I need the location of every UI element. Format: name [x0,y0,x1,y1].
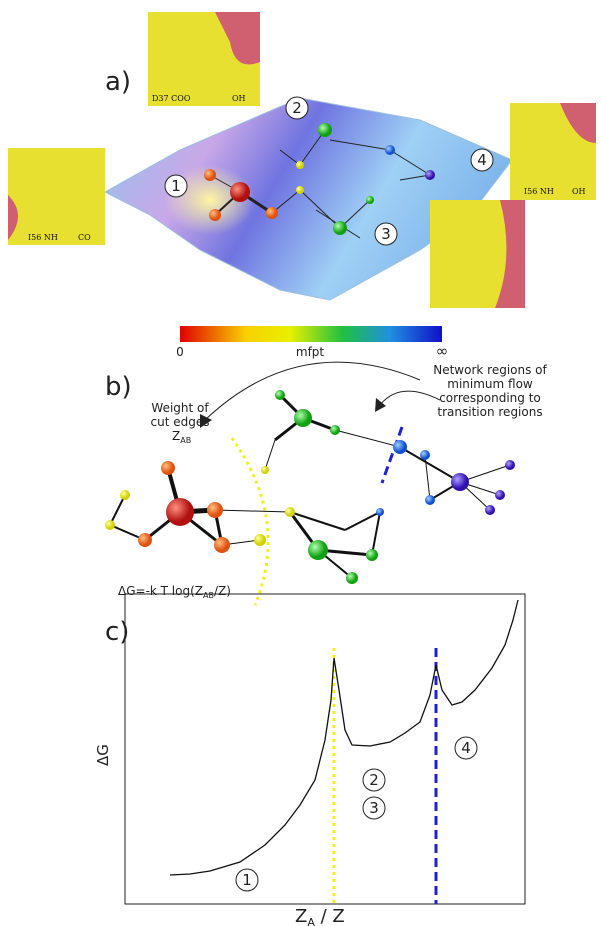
node [451,473,469,491]
annotation: Network regions of minimum flow correspo… [151,363,548,445]
colorbar-label: ∞ [436,342,449,360]
node [366,196,374,204]
node [230,182,250,202]
node [105,520,115,530]
node [214,537,230,553]
node [120,490,130,500]
state-label: 3 [362,796,386,820]
inset: I56 NH OH [510,103,596,200]
inset: I56 NH CO [8,148,105,245]
inset-label: OH [232,94,246,103]
arrow [379,390,441,406]
plot-frame [124,593,526,905]
inset [430,200,525,308]
cut-line [380,426,404,484]
colorbar-label: mfpt [296,345,325,359]
inset-label: CO [78,233,91,242]
node [275,390,285,400]
node [420,450,430,460]
node [296,186,304,194]
inset-label: I56 NH [28,233,58,242]
annotation-line: Weight of [151,401,209,415]
node [285,507,295,517]
state-label: 2 [285,96,309,120]
panel-label: b) [105,372,132,402]
colorbar [180,326,442,342]
y-axis-label: ΔG [94,744,112,766]
arrow [204,361,421,421]
surface-basin [165,165,255,235]
state-label: 3 [374,222,398,246]
annotation-line: corresponding to [439,391,541,405]
state-label: 4 [470,148,494,172]
node [138,533,152,547]
cut-line [230,437,270,606]
node [346,572,358,584]
state-number: 2 [292,99,302,117]
surface-edge [200,250,280,290]
inset-label: I56 NH [524,187,554,196]
node [207,502,223,518]
formula: ΔG=-k T log(ZAB/Z) [118,584,231,600]
panel-label: a) [105,67,131,97]
arrowhead [375,398,386,412]
node [425,170,435,180]
node [385,145,395,155]
node [366,549,378,561]
annotation-line: Network regions of [433,363,547,377]
node [393,440,407,454]
node [204,169,216,181]
node [425,495,435,505]
state-label: 2 [362,768,386,792]
x-axis-label: ZA / Z [295,906,345,926]
node [161,461,175,475]
node [266,207,278,219]
node [308,540,328,560]
state-number: 4 [477,151,487,169]
node [166,498,194,526]
state-number: 3 [369,799,379,817]
state-label: 1 [235,868,259,892]
inset-label: OH [572,187,586,196]
node [261,466,269,474]
node [294,409,312,427]
state-number: 4 [461,739,471,757]
cut-symbol: ZAB [172,429,191,445]
state-number: 1 [171,177,181,195]
node [333,221,347,235]
inset-label: D37 COO [152,94,191,103]
state-number: 1 [242,871,252,889]
node [254,534,266,546]
node [330,425,340,435]
free-energy-curve [169,599,519,876]
node [485,505,495,515]
annotation-line: minimum flow [447,377,533,391]
node [495,490,505,500]
state-label: 1 [164,174,188,198]
state-number: 3 [381,225,391,243]
colorbar-label: 0 [176,345,184,359]
inset: D37 COO OH [148,12,260,106]
node [318,123,332,137]
node [505,460,515,470]
panel-label: c) [105,617,129,647]
arrowhead [200,414,212,428]
node [296,161,304,169]
annotation-line: transition regions [437,405,542,419]
node [209,209,221,221]
node [376,508,384,516]
state-label: 4 [454,736,478,760]
state-number: 2 [369,771,379,789]
annotation-line: cut edges [151,415,210,429]
